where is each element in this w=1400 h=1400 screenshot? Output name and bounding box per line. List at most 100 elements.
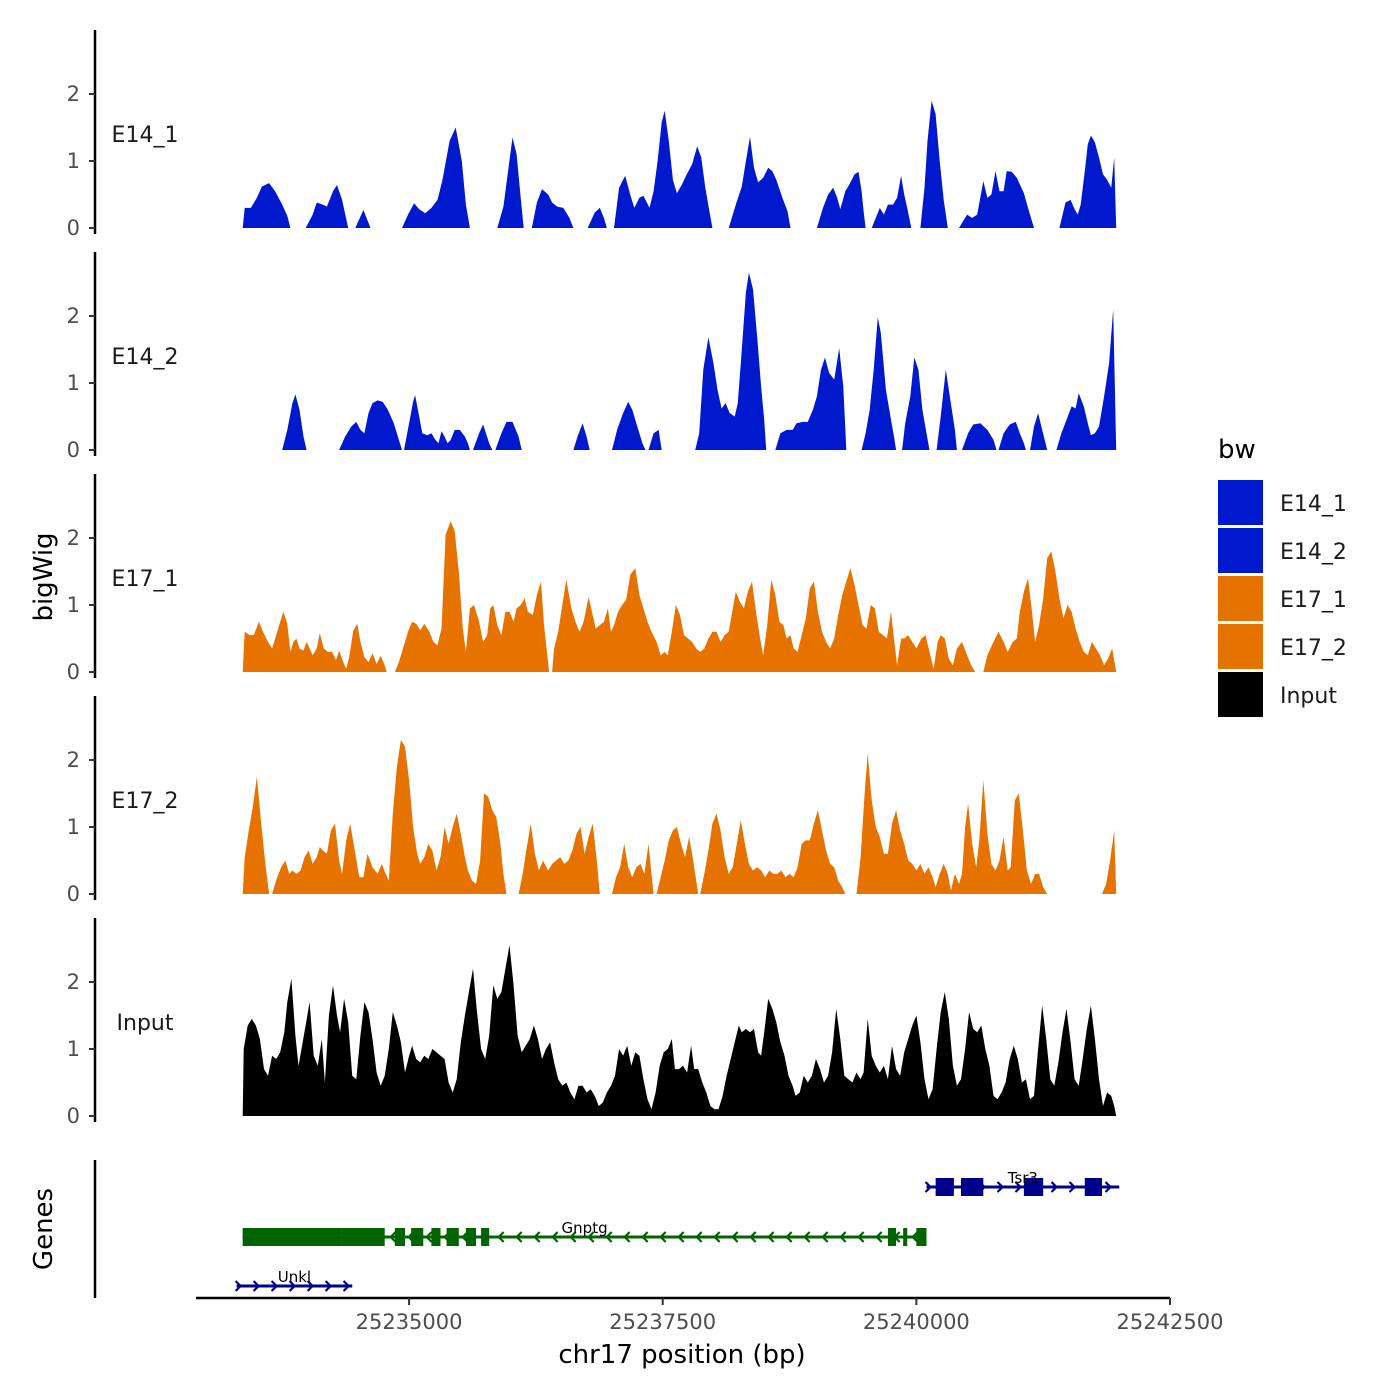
strand-arrow: [288, 1280, 297, 1292]
y-tick-label: 1: [67, 371, 80, 395]
track-e17-1: 0 1 2 E17_1: [67, 474, 1117, 684]
strand-arrow: [803, 1231, 811, 1243]
gene-exon: [481, 1228, 490, 1246]
strand-arrow: [1104, 1181, 1113, 1193]
track-label: E17_2: [112, 789, 179, 814]
strand-arrow: [425, 1231, 433, 1243]
gene-exon: [935, 1178, 954, 1196]
strand-arrow: [1014, 1181, 1023, 1193]
legend-swatch: [1218, 480, 1263, 525]
y-tick-label: 0: [67, 882, 80, 906]
y-tick-label: 2: [67, 82, 80, 106]
legend-swatch: [1218, 576, 1263, 621]
strand-arrow: [234, 1280, 243, 1292]
legend-item-e17-1: E17_1: [1218, 576, 1347, 621]
strand-arrow: [996, 1181, 1005, 1193]
track-label: E17_1: [112, 567, 179, 592]
x-tick-label: 25242500: [1117, 1310, 1224, 1334]
track-label: E14_1: [112, 123, 179, 148]
gene-track: Tsr3 Gnptg Unkl: [93, 1160, 1120, 1298]
track-input: 0 1 2 Input: [67, 918, 1117, 1128]
x-tick-label: 25237500: [609, 1310, 716, 1334]
strand-arrow: [695, 1231, 703, 1243]
y-tick-label: 0: [67, 660, 80, 684]
strand-arrow: [389, 1231, 397, 1243]
legend-label: E17_2: [1280, 636, 1347, 661]
y-tick-label: 1: [67, 815, 80, 839]
strand-arrow: [767, 1231, 775, 1243]
legend-swatch: [1218, 624, 1263, 669]
strand-arrow: [1050, 1181, 1059, 1193]
gene-exon: [411, 1228, 424, 1246]
y-axis-title: bigWig: [29, 532, 59, 621]
genes-axis-title: Genes: [29, 1188, 59, 1270]
y-tick-label: 2: [67, 526, 80, 550]
coverage-area-e14-1: [242, 100, 1117, 228]
y-tick-label: 2: [67, 748, 80, 772]
legend-item-e14-2: E14_2: [1218, 528, 1347, 573]
legend: bw E14_1 E14_2 E17_1 E17_2 Input: [1218, 435, 1347, 717]
strand-arrow: [306, 1280, 315, 1292]
strand-arrow: [587, 1231, 595, 1243]
legend-item-e14-1: E14_1: [1218, 480, 1347, 525]
y-tick-label: 1: [67, 593, 80, 617]
strand-arrow: [924, 1181, 933, 1193]
strand-arrow: [1068, 1181, 1077, 1193]
gene-exon: [465, 1228, 477, 1246]
strand-arrow: [659, 1231, 667, 1243]
legend-item-input: Input: [1218, 672, 1337, 717]
strand-arrow: [875, 1231, 883, 1243]
gene-label: Unkl: [278, 1268, 311, 1286]
legend-label: Input: [1280, 684, 1337, 709]
gene-exon: [903, 1228, 908, 1246]
strand-arrow: [569, 1231, 577, 1243]
legend-item-e17-2: E17_2: [1218, 624, 1347, 669]
legend-title: bw: [1218, 435, 1256, 465]
strand-arrow: [623, 1231, 631, 1243]
gene-exon: [1023, 1178, 1044, 1196]
legend-label: E17_1: [1280, 588, 1347, 613]
strand-arrow: [731, 1231, 739, 1243]
strand-arrow: [821, 1231, 829, 1243]
y-tick-label: 2: [67, 970, 80, 994]
strand-arrow: [749, 1231, 757, 1243]
gene-unkl: Unkl: [234, 1268, 353, 1292]
x-axis-title: chr17 position (bp): [558, 1340, 805, 1370]
strand-arrow: [252, 1280, 261, 1292]
y-tick-label: 2: [67, 304, 80, 328]
gene-label: Tsr3: [1007, 1169, 1038, 1187]
track-e14-1: 0 1 2 E14_1: [67, 30, 1117, 240]
gene-exon: [446, 1228, 459, 1246]
legend-swatch: [1218, 672, 1263, 717]
coverage-area-e17-2: [242, 739, 1117, 894]
track-e14-2: 0 1 2 E14_2: [67, 252, 1117, 462]
strand-arrow: [677, 1231, 685, 1243]
strand-arrow: [839, 1231, 847, 1243]
gene-exon: [960, 1178, 984, 1196]
strand-arrow: [605, 1231, 613, 1243]
strand-arrow: [911, 1231, 919, 1243]
y-tick-label: 1: [67, 149, 80, 173]
coverage-area-input: [242, 945, 1117, 1116]
gene-exon: [242, 1228, 342, 1246]
coverage-area-e17-1: [242, 521, 1117, 672]
strand-arrow: [342, 1280, 351, 1292]
coverage-tracks: 0 1 2 E14_1 0 1 2 E14_2 0 1 2 E17_1 0 1 2 E17_2 0 1 2 Input: [67, 30, 1117, 1128]
legend-swatch: [1218, 528, 1263, 573]
gene-label: Gnptg: [562, 1219, 608, 1237]
y-tick-label: 1: [67, 1037, 80, 1061]
gene-exon: [1084, 1178, 1103, 1196]
strand-arrow: [785, 1231, 793, 1243]
x-axis: 25235000 25237500 25240000 25242500: [196, 1296, 1224, 1334]
strand-arrow: [324, 1280, 333, 1292]
gene-exon: [916, 1228, 927, 1246]
y-tick-label: 0: [67, 1104, 80, 1128]
legend-label: E14_2: [1280, 540, 1347, 565]
gene-exon: [431, 1228, 441, 1246]
coverage-area-e14-2: [282, 272, 1117, 450]
strand-arrow: [497, 1231, 505, 1243]
strand-arrow: [533, 1231, 541, 1243]
strand-arrow: [270, 1280, 279, 1292]
gene-gnptg: Gnptg: [242, 1219, 927, 1246]
